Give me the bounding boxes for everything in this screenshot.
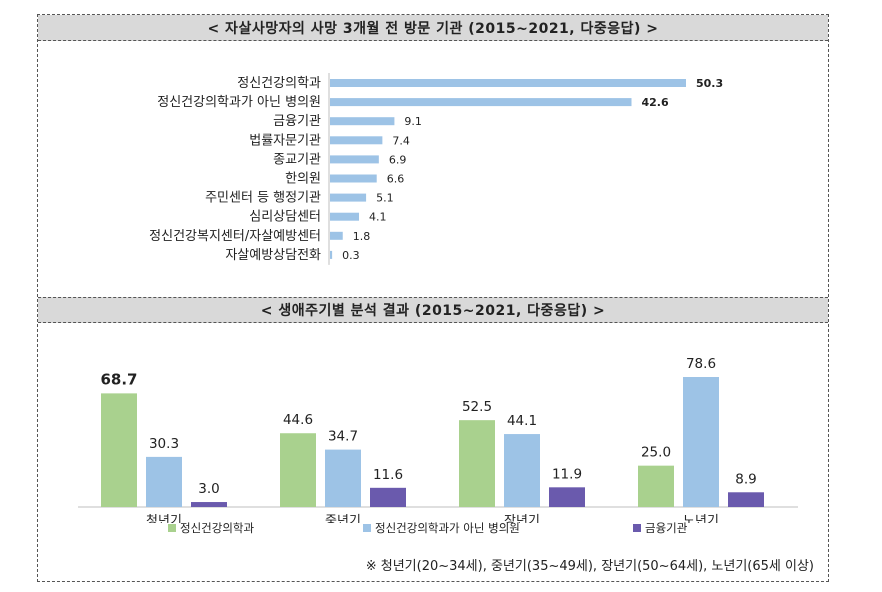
legend-swatch-psychiatry <box>168 524 176 532</box>
hchart-category-label: 주민센터 등 행정기관 <box>205 190 321 206</box>
hchart-bar <box>330 250 333 259</box>
hchart-bar <box>330 79 686 87</box>
hchart-bar <box>330 174 377 183</box>
hchart-category-label: 심리상담센터 <box>249 210 321 225</box>
hchart-category-label: 자살예방상담전화 <box>225 248 321 263</box>
vchart-bar <box>146 456 182 507</box>
hchart-value-label: 42.6 <box>642 96 669 109</box>
grouped-bar-chart: 68.7 30.3 3.0 청년기 44.6 34.7 11.6 중년기 52.5 44.1 11.… <box>78 356 798 523</box>
hchart-bar <box>330 212 360 221</box>
hchart-bar <box>330 98 632 107</box>
vchart-bar <box>549 487 585 507</box>
hchart-category-label: 정신건강복지센터/자살예방센터 <box>149 229 321 244</box>
vchart-bar <box>370 487 406 507</box>
hchart-bar <box>330 155 379 164</box>
hchart-value-label: 50.3 <box>696 77 723 90</box>
vchart-category-label: 중년기 <box>325 514 361 523</box>
hchart-category-label: 법률자문기관 <box>249 133 321 148</box>
vchart-bar <box>728 492 764 507</box>
hchart-value-label: 9.1 <box>404 115 422 128</box>
horizontal-bar-chart: 정신건강의학과 50.3 정신건강의학과가 아닌 병의원 42.6 금융기관 9.1 법률자… <box>149 73 723 265</box>
hchart-bar <box>330 193 367 202</box>
vchart-bar <box>325 449 361 507</box>
hchart-category-label: 정신건강의학과 <box>237 76 321 91</box>
chart2-title: < 생애주기별 분석 결과 (2015~2021, 다중응답) > <box>38 297 828 323</box>
hchart-category-label: 정신건강의학과가 아닌 병의원 <box>157 95 321 110</box>
chart-frame: < 자살사망자의 사망 3개월 전 방문 기관 (2015~2021, 다중응답… <box>37 14 829 582</box>
hchart-category-label: 한의원 <box>285 172 321 187</box>
legend-label-finance: 금융기관 <box>645 521 688 535</box>
hchart-value-label: 0.3 <box>342 249 360 262</box>
vchart-bar <box>280 433 316 507</box>
vchart-value-label: 8.9 <box>735 471 756 487</box>
legend-swatch-other-clinic <box>363 524 371 532</box>
vchart-category-label: 장년기 <box>504 514 540 523</box>
legend-item-other-clinic: 정신건강의학과가 아닌 병의원 <box>363 520 633 536</box>
hchart-category-label: 종교기관 <box>273 152 321 167</box>
legend-item-psychiatry: 정신건강의학과 <box>168 520 338 536</box>
hchart-bar <box>330 231 343 240</box>
vchart-value-label: 44.1 <box>507 413 537 429</box>
vchart-value-label: 68.7 <box>100 370 137 388</box>
legend-swatch-finance <box>633 524 641 532</box>
vchart-category-label: 노년기 <box>683 514 719 523</box>
hchart-bar <box>330 136 383 145</box>
legend-label-psychiatry: 정신건강의학과 <box>180 521 255 535</box>
vchart-value-label: 78.6 <box>686 356 716 372</box>
vchart-bar <box>683 377 719 507</box>
vchart-bar <box>101 393 137 507</box>
hchart-value-label: 1.8 <box>353 230 371 243</box>
vchart-value-label: 30.3 <box>149 436 179 452</box>
chart1-title: < 자살사망자의 사망 3개월 전 방문 기관 (2015~2021, 다중응답… <box>38 15 828 41</box>
vchart-value-label: 11.9 <box>552 466 582 482</box>
vchart-value-label: 3.0 <box>198 481 219 497</box>
hchart-value-label: 4.1 <box>369 211 387 224</box>
vchart-value-label: 52.5 <box>462 399 492 415</box>
hchart-value-label: 5.1 <box>376 192 394 205</box>
vchart-bar <box>504 434 540 507</box>
vchart-bar <box>459 420 495 507</box>
vchart-category-label: 청년기 <box>146 514 182 523</box>
vchart-bar <box>638 465 674 507</box>
legend-label-other-clinic: 정신건강의학과가 아닌 병의원 <box>375 521 520 535</box>
vchart-value-label: 11.6 <box>373 467 403 483</box>
vchart-value-label: 34.7 <box>328 429 358 445</box>
vchart-bar <box>191 502 227 507</box>
hchart-value-label: 6.6 <box>387 173 405 186</box>
hchart-category-label: 금융기관 <box>273 114 321 129</box>
hchart-value-label: 6.9 <box>389 153 407 166</box>
chart2-legend: 정신건강의학과 정신건강의학과가 아닌 병의원 금융기관 <box>168 520 687 536</box>
vchart-value-label: 44.6 <box>283 412 313 428</box>
legend-item-finance: 금융기관 <box>633 520 687 536</box>
hchart-value-label: 7.4 <box>392 134 410 147</box>
age-range-note: ※ 청년기(20~34세), 중년기(35~49세), 장년기(50~64세),… <box>365 559 814 574</box>
vchart-value-label: 25.0 <box>641 445 671 461</box>
hchart-bar <box>330 117 395 126</box>
